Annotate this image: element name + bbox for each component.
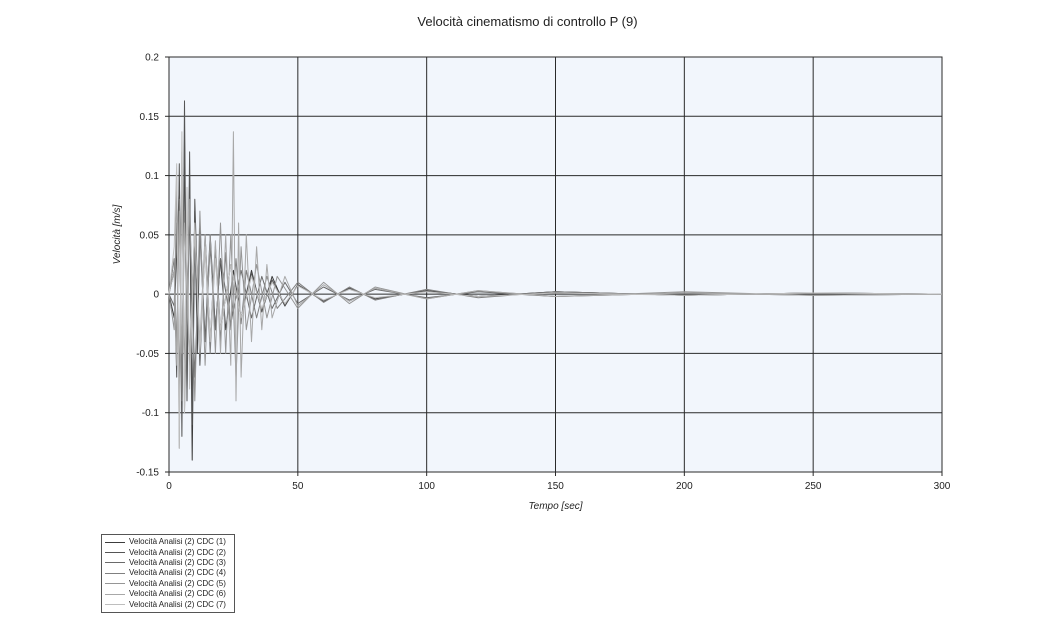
chart-title: Velocità cinematismo di controllo P (9) [417,14,638,29]
series-line-7 [168,131,943,449]
y-tick-label: 0 [153,290,159,301]
legend-item: Velocità Analisi (2) CDC (2) [105,547,234,557]
legend-swatch [105,552,125,554]
legend-label: Velocità Analisi (2) CDC (6) [129,589,226,599]
y-tick-label: -0.05 [136,349,159,360]
chart-legend: Velocità Analisi (2) CDC (1) Velocità Ana… [101,534,235,613]
legend-label: Velocità Analisi (2) CDC (2) [129,547,226,557]
x-tick-label: 250 [805,481,822,492]
legend-label: Velocità Analisi (2) CDC (1) [129,537,226,547]
y-tick-label: -0.15 [136,468,159,479]
legend-swatch [105,604,125,606]
legend-swatch [105,572,125,574]
series-line-4 [168,198,943,402]
y-axis-label: Velocità [m/s] [112,204,123,264]
x-tick-label: 0 [166,481,172,492]
legend-item: Velocità Analisi (2) CDC (7) [105,599,234,609]
legend-item: Velocità Analisi (2) CDC (5) [105,579,234,589]
x-tick-label: 150 [547,481,564,492]
legend-swatch [105,541,125,543]
legend-label: Velocità Analisi (2) CDC (4) [129,568,226,578]
legend-swatch [105,593,125,595]
legend-item: Velocità Analisi (2) CDC (1) [105,537,234,547]
legend-swatch [105,583,125,585]
x-tick-label: 300 [934,481,951,492]
legend-item: Velocità Analisi (2) CDC (6) [105,589,234,599]
y-tick-label: -0.1 [142,408,160,419]
legend-label: Velocità Analisi (2) CDC (7) [129,599,226,609]
x-tick-label: 50 [292,481,304,492]
legend-label: Velocità Analisi (2) CDC (5) [129,578,226,588]
legend-swatch [105,562,125,564]
y-tick-label: 0.15 [140,112,160,123]
y-tick-label: 0.2 [145,53,159,64]
x-tick-label: 200 [676,481,693,492]
x-tick-label: 100 [418,481,435,492]
legend-item: Velocità Analisi (2) CDC (3) [105,558,234,568]
y-tick-label: 0.05 [140,230,160,241]
legend-item: Velocità Analisi (2) CDC (4) [105,568,234,578]
y-tick-label: 0.1 [145,171,159,182]
x-axis-label: Tempo [sec] [528,501,582,512]
legend-label: Velocità Analisi (2) CDC (3) [129,557,226,567]
